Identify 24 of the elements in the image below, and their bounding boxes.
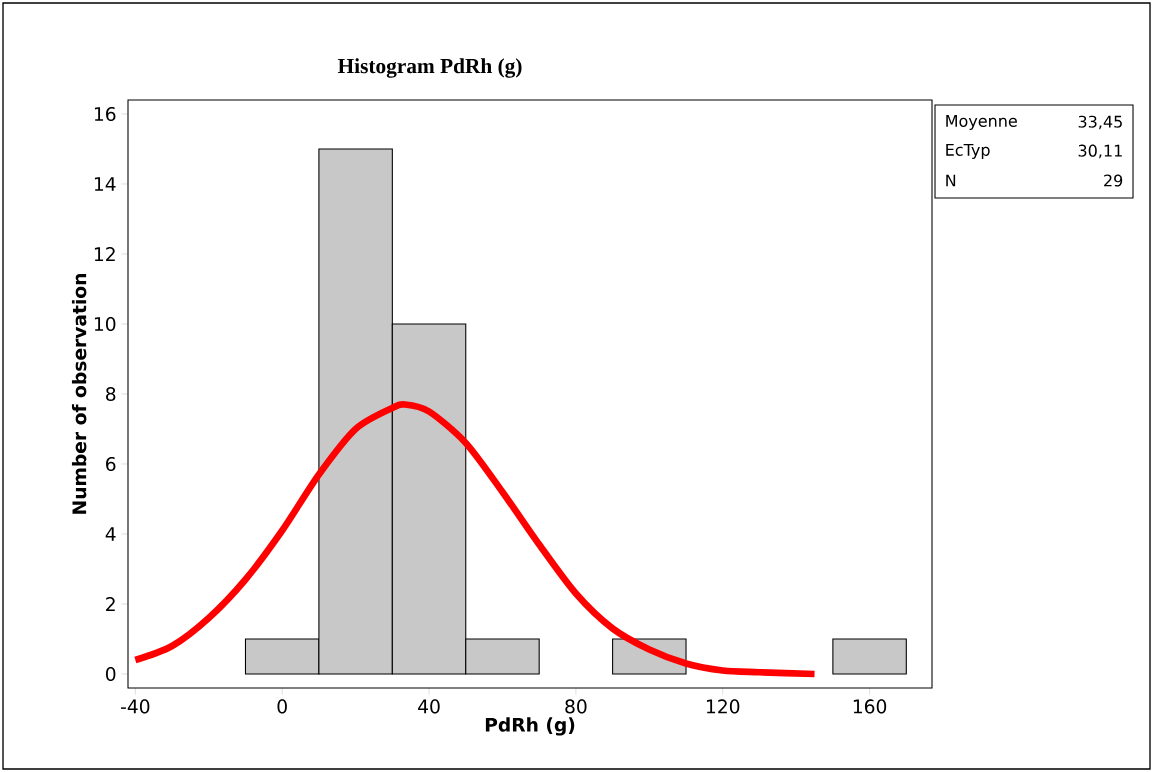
y-tick-label: 14 bbox=[94, 177, 116, 191]
y-tick-label: 0 bbox=[105, 666, 116, 682]
x-axis-title: PdRh (g) bbox=[485, 717, 575, 736]
text: 33,45 bbox=[1078, 115, 1122, 130]
x-tick-label: 80 bbox=[565, 699, 587, 714]
x-tick-label: 120 bbox=[706, 699, 740, 714]
text: 29 bbox=[1104, 174, 1123, 187]
y-tick-label: 16 bbox=[94, 106, 116, 122]
text: Moyenne bbox=[946, 115, 1017, 130]
y-tick-label: 10 bbox=[94, 316, 116, 332]
y-tick-label: 8 bbox=[106, 386, 116, 402]
x-tick-label: 160 bbox=[853, 699, 887, 714]
x-tick-label: 0 bbox=[277, 699, 287, 714]
text: EcTyp bbox=[946, 143, 990, 159]
x-tick-label: -40 bbox=[121, 699, 150, 714]
y-tick-label: 4 bbox=[105, 527, 116, 541]
text: 30,11 bbox=[1078, 144, 1122, 159]
text: N bbox=[946, 174, 956, 187]
y-tick-label: 12 bbox=[94, 247, 115, 261]
y-axis-title: Number of observation bbox=[71, 274, 87, 514]
chart-title: Histogram PdRh (g) bbox=[337, 58, 522, 78]
y-tick-label: 2 bbox=[106, 597, 115, 611]
y-tick-label: 6 bbox=[106, 456, 116, 472]
x-tick-label: 40 bbox=[418, 699, 440, 714]
